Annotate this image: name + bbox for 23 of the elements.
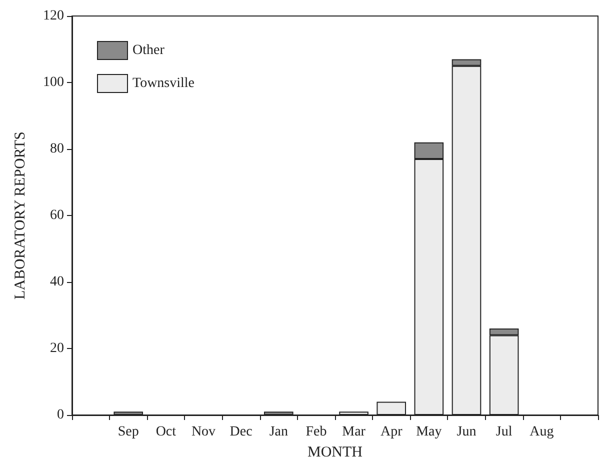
x-tick-label: Nov <box>191 424 216 440</box>
y-tick-label: 0 <box>57 408 64 422</box>
x-tick-label: Feb <box>306 424 327 440</box>
y-tick-label: 80 <box>50 142 64 156</box>
legend-label: Other <box>132 43 165 58</box>
x-tick-label: Dec <box>230 424 252 440</box>
y-tick-label: 120 <box>43 8 64 24</box>
x-tick-label: Jan <box>269 424 288 440</box>
y-tick-label: 20 <box>50 341 64 356</box>
legend-label: Townsville <box>132 76 195 91</box>
x-axis-title: MONTH <box>308 444 363 460</box>
x-tick-label: Sep <box>118 424 139 440</box>
x-tick-label: Aug <box>530 424 554 440</box>
x-tick-label: Oct <box>156 424 176 440</box>
x-tick-label: May <box>416 424 442 440</box>
x-tick-label: Jul <box>496 424 512 440</box>
x-tick-label: Jun <box>456 424 476 440</box>
y-tick-label: 60 <box>50 208 64 223</box>
y-tick-label: 100 <box>43 75 64 90</box>
y-axis-title: LABORATORY REPORTS <box>12 132 28 300</box>
x-tick-label: Apr <box>380 424 403 440</box>
x-tick-label: Mar <box>342 424 366 440</box>
y-tick-label: 40 <box>50 274 64 290</box>
